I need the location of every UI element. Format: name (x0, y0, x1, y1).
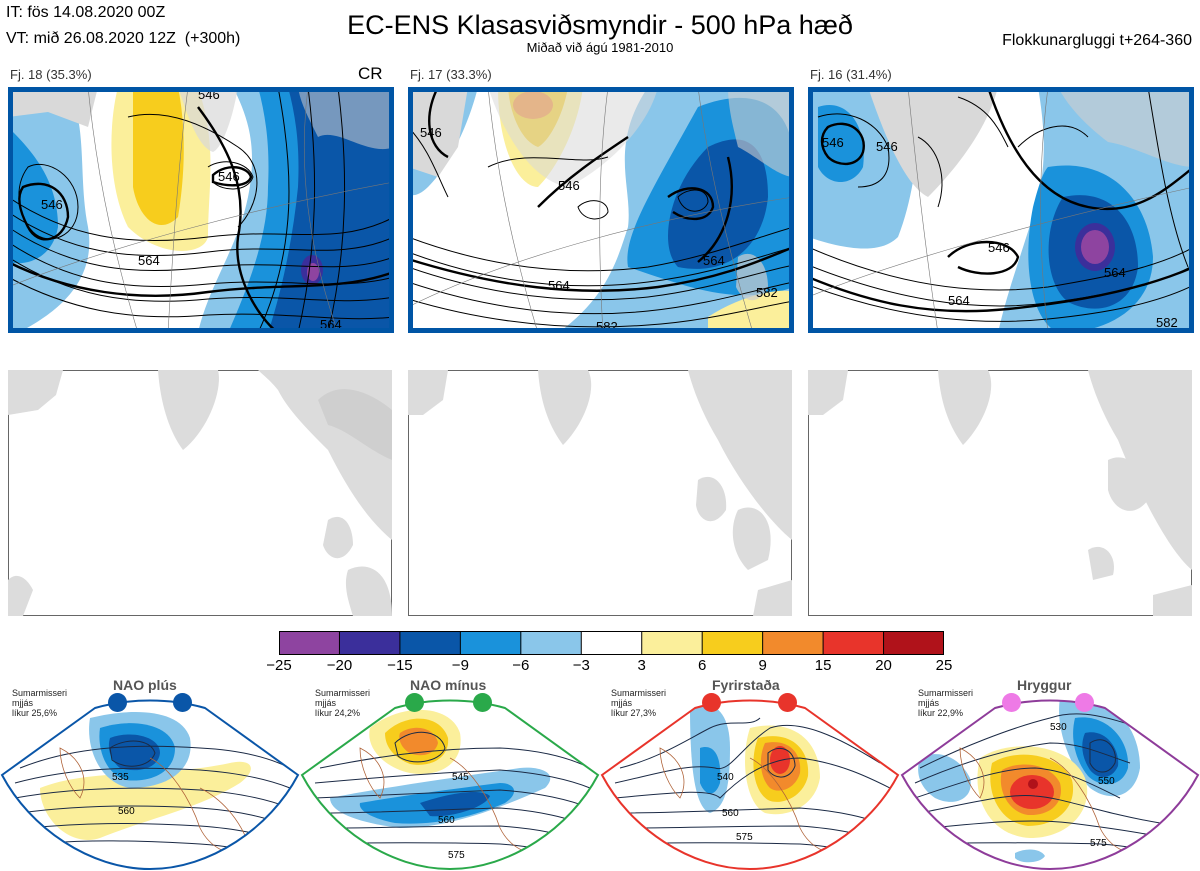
colorbar-tick-label: 3 (637, 657, 646, 674)
colorbar-tick-label: −15 (387, 657, 413, 674)
cluster-2-contour-label: 564 (548, 278, 570, 293)
cluster-3-contour-label: 582 (1156, 315, 1178, 330)
colorbar-segment (399, 631, 461, 655)
cluster-2-contour-label: 546 (558, 178, 580, 193)
regime-blocking-contour-label: 575 (736, 832, 753, 843)
cluster-3-contour-label: 546 (988, 240, 1010, 255)
cluster-1-marker: CR (358, 64, 383, 83)
cluster-3-label: Fj. 16 (31.4%) (810, 67, 892, 82)
cluster-2-contour-label: 564 (703, 253, 725, 268)
cluster-1-map: 546 546 564 546 564 (8, 87, 394, 333)
regime-ridge-map: 530 550 575 (900, 688, 1200, 871)
blank-map-2 (408, 370, 792, 616)
regime-blocking-map: 540 560 575 (600, 688, 900, 871)
regime-nao-plus-dot (173, 693, 192, 712)
cluster-3-contour-label: 564 (948, 293, 970, 308)
regime-nao-minus-frame (300, 699, 600, 871)
regime-nao-plus-frame (0, 699, 300, 871)
blank-map-3 (808, 370, 1192, 616)
cluster-1-frame (8, 87, 394, 333)
colorbar-tick-label: 6 (698, 657, 707, 674)
colorbar-segment (823, 631, 885, 655)
regime-nao-minus-contour-label: 545 (452, 772, 469, 783)
regime-ridge-note: Sumarmisseri mjjás líkur 22,9% (918, 688, 974, 718)
regime-blocking-note: Sumarmisseri mjjás líkur 27,3% (611, 688, 667, 718)
regime-blocking-dot (702, 693, 721, 712)
regime-blocking-dot (778, 693, 797, 712)
colorbar-tick-label: 20 (875, 657, 892, 674)
regime-ridge-contour-label: 575 (1090, 838, 1107, 849)
colorbar-segment (520, 631, 582, 655)
regime-ridge-title: Hryggur (1017, 677, 1072, 693)
cluster-1-label: Fj. 18 (35.3%) (10, 67, 92, 82)
cluster-2-contour-label: 546 (420, 125, 442, 140)
colorbar-tick-label: 15 (814, 657, 832, 674)
colorbar-tick-label: −9 (451, 657, 469, 674)
colorbar-tick-label: 9 (758, 657, 767, 674)
regime-nao-minus-map: 545 560 575 (300, 688, 600, 871)
regime-nao-plus-note: Sumarmisseri mjjás líkur 25,6% (12, 688, 68, 718)
cluster-3-map: 546 546 546 564 564 582 (808, 87, 1194, 333)
colorbar (279, 631, 944, 655)
cluster-1-contour-label: 546 (41, 197, 63, 212)
regime-nao-minus-contour-label: 575 (448, 850, 465, 861)
regime-nao-plus-contour-label: 560 (118, 806, 135, 817)
regime-nao-plus-map: 535 560 (0, 688, 300, 871)
colorbar-tick-label: −3 (572, 657, 590, 674)
colorbar-segment (883, 631, 944, 655)
regime-nao-plus-contour-label: 535 (112, 772, 129, 783)
cluster-1-contour-label: 564 (138, 253, 160, 268)
regime-ridge-contour-label: 530 (1050, 722, 1067, 733)
regime-ridge-contour-label: 550 (1098, 776, 1115, 787)
colorbar-tick-label: −6 (512, 657, 530, 674)
valid-time: VT: mið 26.08.2020 12Z (+300h) (6, 30, 241, 47)
colorbar-segment (641, 631, 703, 655)
regime-blocking-contour-label: 540 (717, 772, 734, 783)
cluster-2-map: 546 546 564 564 582 582 (408, 87, 794, 333)
blank-map-1 (8, 370, 392, 616)
colorbar-tick-label: −25 (266, 657, 292, 674)
cluster-3-contour-label: 546 (822, 135, 844, 150)
cluster-window: Flokkunargluggi t+264-360 (1002, 32, 1192, 49)
regime-blocking-title: Fyrirstaða (712, 677, 780, 693)
page-subtitle: Miðað við ágú 1981-2010 (526, 40, 674, 55)
cluster-2-label: Fj. 17 (33.3%) (410, 67, 492, 82)
colorbar-segment (339, 631, 401, 655)
cluster-3-contour-label: 546 (876, 139, 898, 154)
colorbar-segment (762, 631, 824, 655)
regime-ridge-dot (1075, 693, 1094, 712)
cluster-3-frame (808, 87, 1194, 333)
regime-nao-minus-contour-label: 560 (438, 815, 455, 826)
regime-nao-plus-title: NAO plús (113, 677, 177, 693)
cluster-2-contour-label: 582 (756, 285, 778, 300)
regime-nao-minus-dot (473, 693, 492, 712)
init-time: IT: fös 14.08.2020 00Z (6, 4, 166, 21)
colorbar-segment (581, 631, 643, 655)
regime-nao-minus-note: Sumarmisseri mjjás líkur 24,2% (315, 688, 371, 718)
regime-ridge-dot (1002, 693, 1021, 712)
regime-blocking-contour-label: 560 (722, 808, 739, 819)
colorbar-segment (460, 631, 522, 655)
page-title: EC-ENS Klasasviðsmyndir - 500 hPa hæð (347, 10, 853, 40)
regime-nao-minus-title: NAO mínus (410, 677, 487, 693)
colorbar-tick-label: 25 (935, 657, 953, 674)
regime-blocking-frame (600, 699, 900, 871)
regime-nao-plus-dot (108, 693, 127, 712)
cluster-2-frame (408, 87, 794, 333)
regime-nao-minus-dot (405, 693, 424, 712)
colorbar-segment (702, 631, 764, 655)
colorbar-segment (279, 631, 340, 655)
cluster-3-contour-label: 564 (1104, 265, 1126, 280)
colorbar-tick-label: −20 (326, 657, 353, 674)
cluster-1-contour-label: 546 (218, 169, 240, 184)
regime-ridge-frame (900, 699, 1200, 871)
